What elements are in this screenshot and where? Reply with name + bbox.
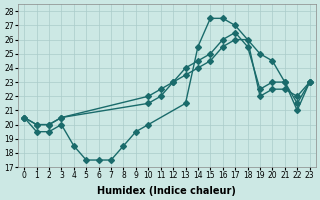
X-axis label: Humidex (Indice chaleur): Humidex (Indice chaleur) [98, 186, 236, 196]
